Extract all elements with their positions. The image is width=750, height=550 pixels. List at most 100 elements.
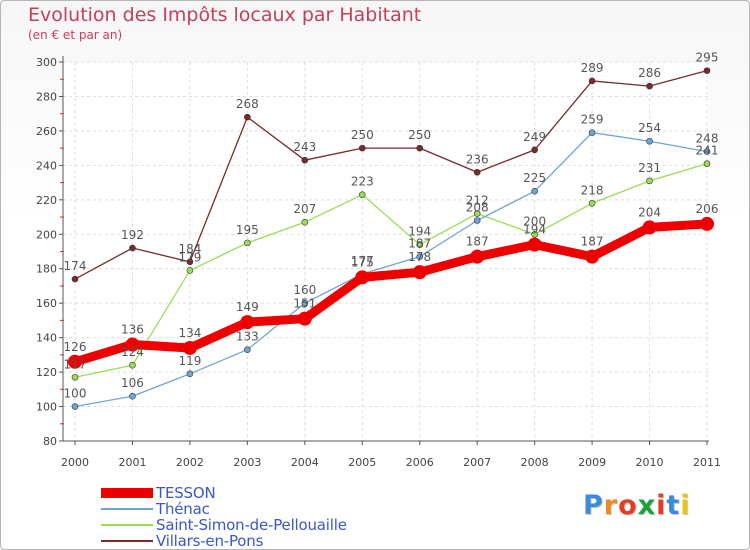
x-tick-label: 2010 — [636, 456, 664, 469]
data-label: 100 — [64, 387, 87, 401]
legend-label: TESSON — [156, 484, 216, 502]
data-label: 124 — [121, 345, 144, 359]
data-point — [703, 148, 711, 155]
chart-subtitle: (en € et par an) — [28, 28, 123, 42]
data-point — [129, 244, 136, 252]
data-point — [646, 82, 653, 90]
y-tick-label: 200 — [36, 228, 57, 241]
data-point — [531, 187, 538, 195]
data-label: 231 — [638, 161, 661, 175]
data-point — [588, 77, 596, 85]
data-label: 194 — [408, 225, 431, 239]
x-tick-label: 2007 — [463, 456, 491, 469]
data-point — [527, 237, 542, 252]
logo-letter: i — [680, 490, 691, 521]
y-tick-label: 120 — [36, 366, 57, 379]
x-tick-label: 2009 — [578, 456, 606, 469]
data-point — [68, 354, 82, 369]
data-point — [301, 156, 309, 164]
data-label: 175 — [351, 255, 374, 269]
data-label: 208 — [466, 200, 489, 214]
data-point — [125, 337, 140, 352]
data-point — [358, 191, 366, 198]
y-tick-label: 180 — [36, 263, 57, 276]
data-point — [297, 311, 312, 326]
data-point — [182, 340, 197, 355]
x-tick-label: 2005 — [348, 456, 376, 469]
data-label: 187 — [466, 235, 489, 249]
data-point — [244, 239, 251, 247]
logo-letter: x — [637, 490, 657, 521]
data-point — [301, 299, 309, 307]
data-point — [416, 253, 424, 260]
data-label: 254 — [638, 121, 661, 135]
data-point — [71, 373, 79, 381]
series-line-villars-en-pons — [74, 69, 708, 280]
series-line-tesson — [70, 219, 712, 367]
data-point — [71, 403, 79, 410]
y-tick-label: 260 — [36, 125, 57, 138]
data-point — [416, 144, 424, 152]
data-point — [416, 241, 424, 248]
data-label: 149 — [236, 300, 259, 314]
legend-label: Saint-Simon-de-Pellouaille — [156, 516, 347, 534]
data-point — [646, 137, 653, 145]
legend-swatch — [101, 540, 153, 542]
y-tick-label: 160 — [36, 297, 57, 310]
chart-title: Evolution des Impôts locaux par Habitant — [28, 4, 422, 26]
data-label: 250 — [408, 128, 431, 142]
x-tick-label: 2000 — [61, 456, 89, 469]
data-point — [703, 67, 711, 74]
data-label: 200 — [523, 214, 546, 228]
data-label: 106 — [121, 376, 144, 390]
data-label: 241 — [696, 144, 719, 158]
data-label: 134 — [178, 326, 201, 340]
data-label: 178 — [408, 250, 431, 264]
data-point — [531, 230, 538, 238]
data-point — [355, 270, 370, 285]
legend-label: Thénac — [156, 500, 210, 518]
data-label: 126 — [64, 340, 87, 354]
data-label: 151 — [293, 297, 316, 311]
x-tick-label: 2006 — [406, 456, 434, 469]
data-label: 249 — [523, 130, 546, 144]
data-point — [473, 210, 481, 217]
y-tick-label: 300 — [36, 56, 57, 69]
data-label: 174 — [64, 259, 87, 273]
data-label: 206 — [696, 202, 719, 216]
x-tick-label: 2003 — [233, 456, 261, 469]
data-label: 286 — [638, 66, 661, 80]
x-tick-label: 2004 — [291, 456, 319, 469]
data-point — [240, 315, 255, 330]
data-label: 187 — [408, 237, 431, 251]
data-label: 250 — [351, 128, 374, 142]
y-tick-label: 80 — [43, 435, 57, 448]
logo-letter: o — [618, 490, 638, 521]
logo-letter: r — [603, 490, 619, 521]
data-point — [588, 199, 596, 207]
legend-swatch — [101, 524, 153, 526]
logo-letter: t — [666, 490, 681, 521]
series-line-th-nac — [74, 131, 708, 408]
data-label: 119 — [178, 354, 201, 368]
legend-label: Villars-en-Pons — [156, 532, 264, 550]
data-label: 248 — [696, 132, 719, 146]
legend-swatch — [101, 508, 153, 510]
data-point — [470, 249, 485, 264]
data-label: 187 — [581, 235, 604, 249]
data-point — [646, 177, 653, 185]
data-point — [186, 258, 194, 266]
data-point — [531, 146, 538, 154]
data-label: 243 — [293, 140, 316, 154]
data-label: 195 — [236, 223, 259, 237]
data-point — [473, 168, 481, 176]
y-tick-label: 240 — [36, 159, 57, 172]
data-label: 160 — [293, 283, 316, 297]
x-tick-label: 2008 — [521, 456, 549, 469]
data-point — [129, 392, 136, 400]
data-label: 236 — [466, 152, 489, 166]
data-point — [473, 217, 481, 224]
data-label: 225 — [523, 171, 546, 185]
